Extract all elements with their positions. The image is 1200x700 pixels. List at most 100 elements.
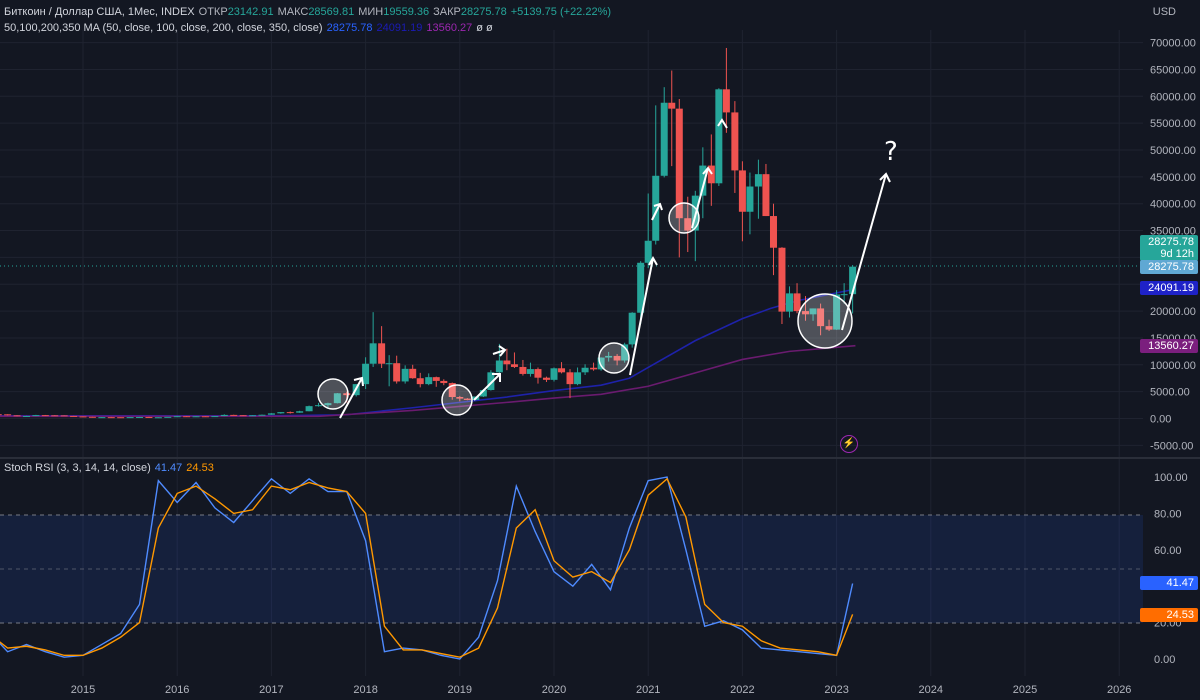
candle-body xyxy=(183,416,190,417)
time-tick: 2026 xyxy=(1107,684,1131,696)
rsi-legend-label: Stoch RSI (3, 3, 14, 14, close) xyxy=(4,462,151,474)
ma200-price-tag: 13560.27 xyxy=(1140,339,1198,353)
candle-body xyxy=(108,417,115,418)
open-value: 23142.91 xyxy=(228,6,274,18)
candle-body xyxy=(723,89,730,112)
candle-body xyxy=(258,415,265,416)
candle-body xyxy=(676,109,683,219)
price-tick: 55000.00 xyxy=(1150,118,1196,130)
candle-body xyxy=(61,415,68,416)
price-tick: 5000.00 xyxy=(1150,387,1190,399)
candle-body xyxy=(386,363,393,364)
highlight-circle xyxy=(442,385,472,415)
close-label: ЗАКР xyxy=(433,6,461,18)
candle-body xyxy=(4,414,11,415)
candle-body xyxy=(645,241,652,263)
candle-body xyxy=(174,416,181,417)
candle-body xyxy=(534,369,541,378)
rsi-d-value: 24.53 xyxy=(186,462,214,474)
candle-body xyxy=(582,368,589,373)
candle-body xyxy=(370,343,377,363)
candle-body xyxy=(268,413,275,414)
time-tick: 2017 xyxy=(259,684,283,696)
question-mark: ? xyxy=(884,137,898,167)
rsi-tick: 0.00 xyxy=(1154,654,1175,666)
time-tick: 2022 xyxy=(730,684,754,696)
ma-value-4: ø ø xyxy=(476,22,493,34)
candle-body xyxy=(496,361,503,373)
candle-body xyxy=(794,293,801,311)
candle-body xyxy=(202,416,209,417)
candle-body xyxy=(511,364,518,367)
candle-body xyxy=(378,343,385,363)
highlight-circle xyxy=(318,379,348,409)
time-tick: 2024 xyxy=(919,684,943,696)
time-tick: 2019 xyxy=(448,684,472,696)
candle-body xyxy=(503,361,510,365)
candle-body xyxy=(731,112,738,170)
candle-body xyxy=(590,368,597,370)
candle-body xyxy=(841,294,848,295)
time-tick: 2023 xyxy=(824,684,848,696)
candle-body xyxy=(629,313,636,345)
candle-body xyxy=(14,415,21,416)
candle-body xyxy=(240,415,247,416)
candle-body xyxy=(746,187,753,212)
ma100-price-tag: 24091.19 xyxy=(1140,281,1198,295)
rsi-legend[interactable]: Stoch RSI (3, 3, 14, 14, close) 41.47 24.5… xyxy=(4,462,218,474)
time-tick: 2025 xyxy=(1013,684,1037,696)
candle-body xyxy=(306,406,313,411)
time-tick: 2018 xyxy=(353,684,377,696)
candle-body xyxy=(42,415,49,416)
candle-body xyxy=(296,411,303,412)
candle-body xyxy=(230,415,237,416)
ma-legend[interactable]: 50,100,200,350 MA (50, close, 100, close… xyxy=(4,22,497,34)
candle-body xyxy=(409,369,416,378)
candle-body xyxy=(786,293,793,311)
price-tick: 65000.00 xyxy=(1150,64,1196,76)
countdown-text: 9d 12h xyxy=(1144,248,1194,260)
symbol-legend[interactable]: Биткоин / Доллар США, 1Мес, INDEX ОТКР231… xyxy=(4,6,615,18)
low-value: 19559.36 xyxy=(383,6,429,18)
ma-value-3: 13560.27 xyxy=(426,22,472,34)
candle-body xyxy=(277,412,284,413)
candle-body xyxy=(715,89,722,183)
time-tick: 2020 xyxy=(542,684,566,696)
candle-body xyxy=(117,417,124,418)
candle-body xyxy=(287,412,294,413)
candle-body xyxy=(98,417,105,418)
candle-body xyxy=(211,416,218,417)
candle-body xyxy=(89,417,96,418)
candle-body xyxy=(739,170,746,211)
candle-body xyxy=(164,417,171,418)
arrow xyxy=(474,374,500,400)
candle-body xyxy=(519,367,526,374)
candle-body xyxy=(0,414,2,415)
last-price-text: 28275.78 xyxy=(1144,236,1194,248)
ma-legend-label: 50,100,200,350 MA (50, close, 100, close… xyxy=(4,22,323,34)
price-tick: -5000.00 xyxy=(1150,440,1193,452)
change-value: +5139.75 (+22.22%) xyxy=(511,6,611,18)
candle-body xyxy=(249,415,256,416)
ma-value-1: 28275.78 xyxy=(327,22,373,34)
currency-label[interactable]: USD xyxy=(1153,6,1176,18)
candle-body xyxy=(145,417,152,418)
rsi-k-tag: 41.47 xyxy=(1140,576,1198,590)
symbol-title: Биткоин / Доллар США, 1Мес, INDEX xyxy=(4,6,195,18)
candle-body xyxy=(32,415,39,416)
time-axis[interactable]: 2015 2016 2017 2018 2019 2020 2021 2022 2023 2024… xyxy=(71,684,1132,696)
candle-body xyxy=(393,363,400,381)
candle-body xyxy=(127,417,134,418)
candle-body xyxy=(402,369,409,382)
last-price-tag: 28275.78 9d 12h xyxy=(1140,235,1198,261)
candle-body xyxy=(221,415,228,416)
candle-body xyxy=(23,416,30,417)
lightning-icon[interactable]: ⚡ xyxy=(840,435,858,453)
price-tick: 10000.00 xyxy=(1150,360,1196,372)
price-tick: 0.00 xyxy=(1150,414,1171,426)
price-tick: 70000.00 xyxy=(1150,38,1196,50)
time-tick: 2021 xyxy=(636,684,660,696)
candle-body xyxy=(70,416,77,417)
